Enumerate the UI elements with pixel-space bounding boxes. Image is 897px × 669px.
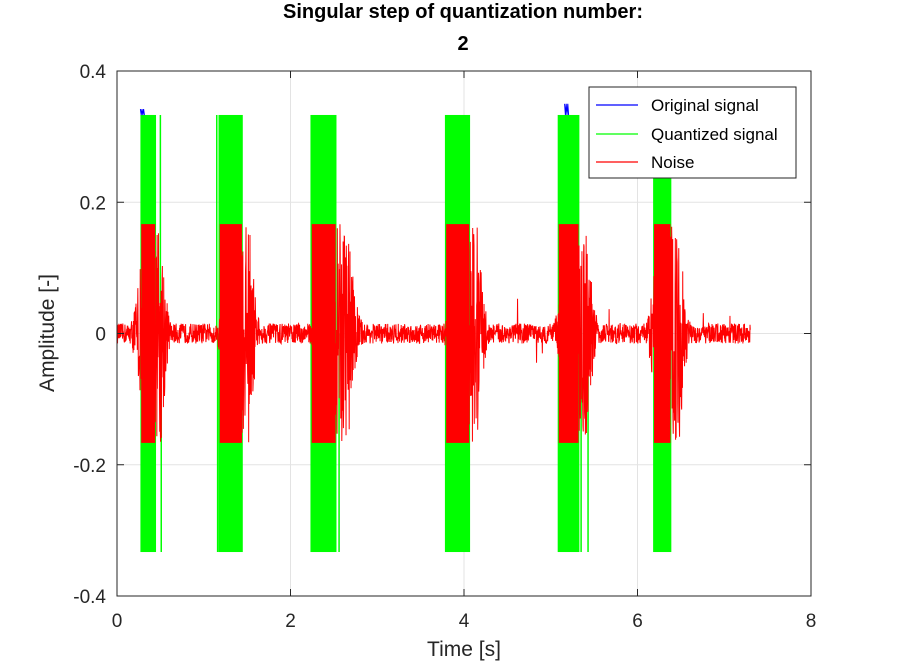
ticks: 0 2 4 6 8 -0.4 -0.2 0 0.2 0.4 xyxy=(73,62,816,632)
x-tick-label: 8 xyxy=(806,611,817,632)
legend: Original signal Quantized signal Noise xyxy=(588,86,797,179)
x-tick-label: 4 xyxy=(459,611,470,632)
x-axis-label: Time [s] xyxy=(427,638,501,661)
series-layer xyxy=(116,103,751,553)
y-axis-label: Amplitude [-] xyxy=(36,274,59,392)
legend-label-quantized: Quantized signal xyxy=(651,125,778,144)
legend-label-noise: Noise xyxy=(651,153,694,172)
legend-box xyxy=(588,86,797,179)
noise-saturation-band xyxy=(219,224,242,443)
x-tick-label: 0 xyxy=(112,611,123,632)
noise-saturation-band xyxy=(654,224,671,443)
y-tick-label: 0.2 xyxy=(80,193,106,214)
noise-saturation-band xyxy=(558,224,579,443)
noise-saturation-band xyxy=(311,224,336,443)
legend-label-original: Original signal xyxy=(651,96,759,115)
noise-saturation-band xyxy=(141,224,156,443)
chart-title: Singular step of quantization number: xyxy=(283,1,643,23)
y-tick-label: 0 xyxy=(95,325,106,346)
chart-subtitle: 2 xyxy=(457,33,468,55)
x-tick-label: 6 xyxy=(632,611,643,632)
noise-series xyxy=(116,224,751,443)
x-tick-label: 2 xyxy=(285,611,296,632)
original-signal-series xyxy=(139,103,570,116)
original-signal-peak xyxy=(564,103,570,116)
original-signal-peak xyxy=(139,109,145,116)
noise-saturation-band xyxy=(446,224,470,443)
y-tick-label: -0.4 xyxy=(73,587,106,608)
y-tick-label: 0.4 xyxy=(80,62,107,83)
y-tick-label: -0.2 xyxy=(73,456,106,477)
